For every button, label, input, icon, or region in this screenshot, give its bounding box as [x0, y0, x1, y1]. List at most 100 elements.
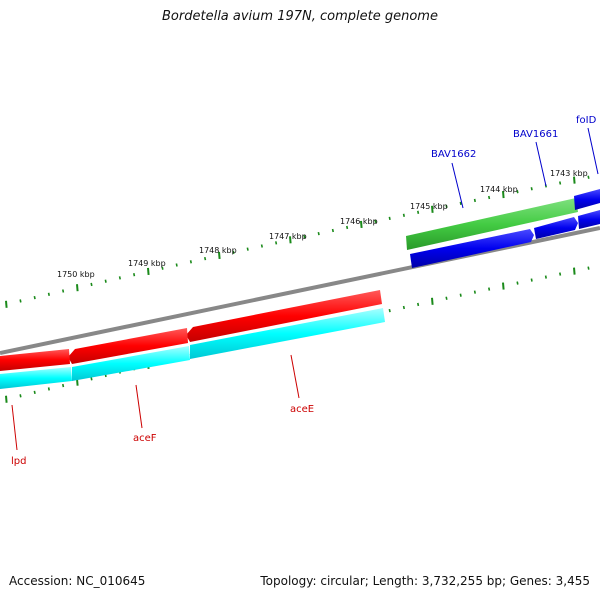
inner-tick-27 — [388, 308, 391, 313]
outer-tick-34 — [488, 195, 491, 200]
gene-lpd-arrow[interactable] — [0, 349, 70, 371]
outer-tick-31 — [445, 204, 448, 209]
gene-foID-arrow-outer[interactable] — [574, 189, 600, 210]
gene-aceF-arrow[interactable] — [68, 328, 188, 364]
inner-tick-38 — [544, 275, 547, 279]
kbp-label-1748: 1748 kbp — [199, 246, 237, 255]
kbp-label-1747: 1747 kbp — [269, 232, 307, 241]
inner-tick-4 — [62, 383, 65, 388]
outer-tick-35 — [502, 190, 505, 199]
gene-aceE-arrow[interactable] — [186, 290, 382, 342]
leader-BAV1662 — [451, 162, 464, 209]
kbp-label-1749: 1749 kbp — [128, 259, 166, 268]
outer-tick-29 — [417, 210, 420, 214]
inner-tick-1 — [19, 394, 22, 398]
inner-tick-0 — [5, 395, 8, 403]
accession-text: Accession: NC_010645 — [9, 574, 146, 588]
kbp-label-1745: 1745 kbp — [410, 202, 448, 211]
inner-tick-40 — [573, 267, 576, 275]
cds-cyan-track — [0, 308, 385, 389]
gene-foID-arrow-inner[interactable] — [578, 210, 600, 229]
leader-BAV1661 — [535, 141, 547, 187]
inner-tick-39 — [559, 272, 562, 276]
outer-tick-18 — [260, 244, 263, 248]
cds-lpd-bar — [0, 367, 72, 389]
outer-tick-25 — [360, 220, 363, 228]
outer-tick-6 — [90, 282, 93, 287]
inner-tick-34 — [488, 287, 491, 291]
kbp-label-1746: 1746 kbp — [340, 217, 378, 226]
map-title: Bordetella avium 197N, complete genome — [162, 9, 438, 24]
outer-tick-1 — [19, 299, 22, 303]
outer-tick-37 — [530, 187, 533, 191]
inner-tick-6 — [90, 377, 93, 381]
inner-tick-3 — [47, 387, 50, 391]
inner-tick-32 — [459, 293, 462, 297]
inner-tick-31 — [445, 296, 448, 300]
gene-label-aceE[interactable]: aceE — [290, 404, 314, 415]
kbp-label-1744: 1744 kbp — [480, 185, 518, 194]
forward-gene-track — [410, 189, 600, 268]
outer-tick-row — [5, 175, 590, 308]
outer-tick-24 — [346, 225, 349, 230]
cds-aceF-bar — [72, 346, 190, 381]
outer-tick-3 — [47, 292, 50, 296]
outer-tick-4 — [62, 289, 65, 293]
outer-tick-14 — [204, 256, 207, 261]
leader-aceE — [290, 354, 300, 399]
outer-tick-22 — [317, 231, 320, 236]
inner-tick-28 — [402, 305, 405, 310]
outer-tick-10 — [147, 267, 150, 276]
outer-tick-27 — [388, 216, 391, 221]
outer-tick-36 — [516, 190, 519, 194]
leader-lpd — [11, 404, 18, 451]
gene-label-BAV1661[interactable]: BAV1661 — [513, 129, 558, 140]
outer-tick-21 — [303, 235, 306, 239]
outer-tick-26 — [374, 219, 377, 224]
outer-tick-8 — [118, 276, 121, 280]
inner-tick-35 — [502, 282, 505, 290]
outer-tick-17 — [246, 247, 249, 251]
inner-tick-37 — [530, 278, 533, 282]
outer-tick-12 — [175, 263, 178, 267]
inner-tick-30 — [431, 297, 434, 305]
outer-tick-28 — [402, 213, 405, 217]
inner-tick-41 — [587, 266, 590, 270]
inner-tick-29 — [417, 302, 420, 307]
kbp-label-1743: 1743 kbp — [550, 169, 588, 178]
gene-BAV1662-arrow[interactable] — [410, 229, 534, 268]
outer-tick-41 — [587, 175, 590, 179]
outer-tick-7 — [104, 279, 107, 283]
outer-tick-13 — [189, 260, 192, 264]
gene-label-BAV1662[interactable]: BAV1662 — [431, 149, 476, 160]
outer-tick-20 — [289, 236, 292, 244]
gene-label-lpd[interactable]: lpd — [11, 456, 26, 467]
outer-tick-23 — [331, 228, 334, 233]
outer-tick-5 — [76, 284, 79, 292]
outer-tick-2 — [33, 295, 36, 300]
cds-aceE-bar — [190, 308, 385, 359]
inner-tick-2 — [33, 390, 36, 395]
reverse-gene-track — [0, 290, 382, 371]
leader-aceF — [135, 384, 143, 429]
kbp-label-1750: 1750 kbp — [57, 270, 95, 279]
outer-tick-40 — [573, 176, 576, 184]
inner-tick-33 — [473, 290, 476, 294]
outer-tick-11 — [161, 266, 164, 270]
gene-BAV1661-arrow[interactable] — [534, 217, 578, 239]
leader-foID — [587, 127, 599, 175]
outer-tick-39 — [559, 181, 562, 185]
inner-tick-36 — [516, 281, 519, 285]
outer-tick-32 — [459, 201, 462, 206]
outer-tick-0 — [5, 300, 8, 308]
outer-tick-33 — [473, 198, 476, 203]
gene-BAV1662-cds-green — [406, 198, 578, 250]
genome-backbone — [0, 226, 600, 355]
outer-tick-19 — [275, 241, 278, 245]
gene-label-aceF[interactable]: aceF — [133, 433, 157, 444]
gene-label-foID[interactable]: foID — [576, 115, 597, 126]
outer-tick-16 — [232, 250, 235, 254]
outer-tick-15 — [218, 251, 221, 260]
outer-tick-9 — [133, 273, 136, 277]
